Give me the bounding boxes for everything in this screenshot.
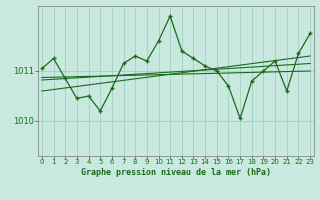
X-axis label: Graphe pression niveau de la mer (hPa): Graphe pression niveau de la mer (hPa) — [81, 168, 271, 177]
